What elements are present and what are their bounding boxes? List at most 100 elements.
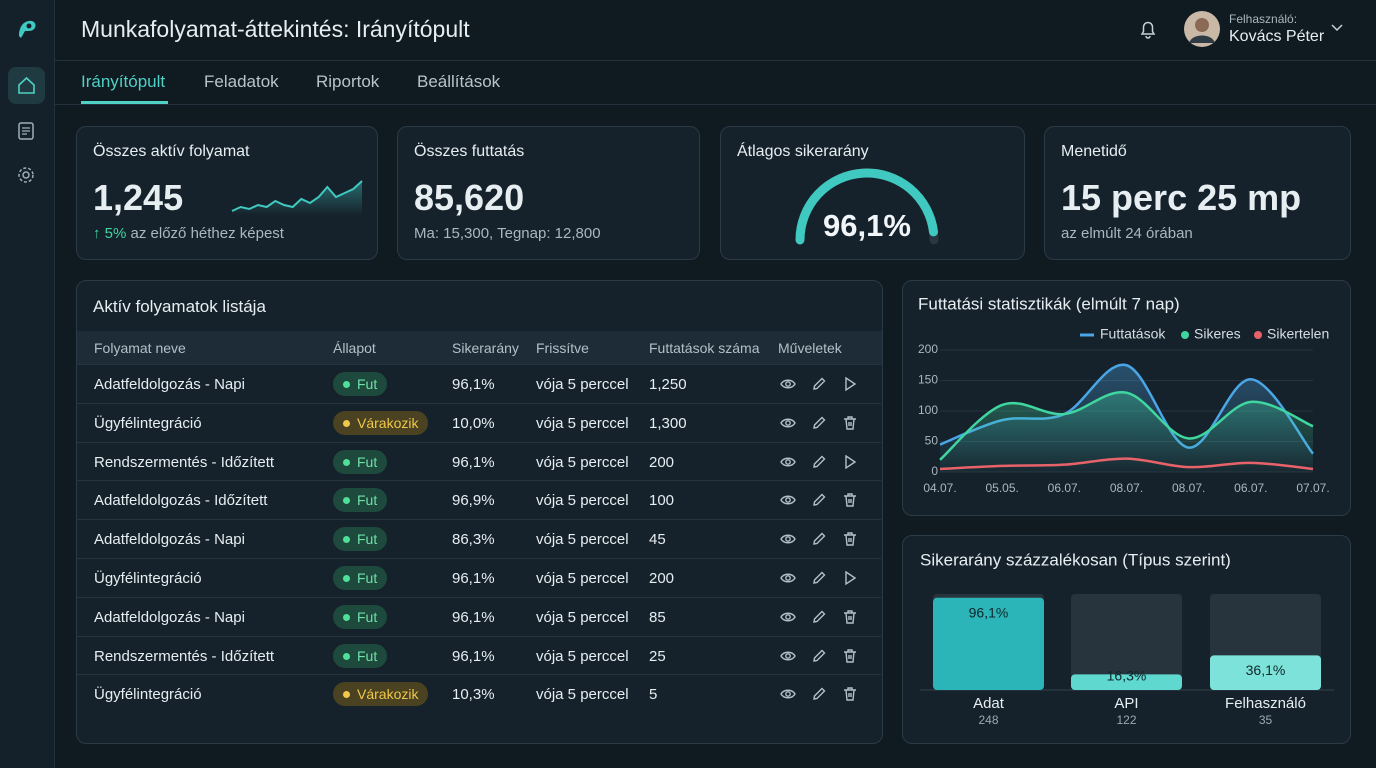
table-row: Ügyfélintegráció Fut 96,1% vója 5 perccel 20… xyxy=(77,558,881,598)
trash-action[interactable] xyxy=(841,647,859,665)
page-title: Munkafolyamat-áttekintés: Irányítópult xyxy=(81,16,470,42)
table-title: Aktív folyamatok listája xyxy=(93,297,266,316)
kpi-card: Menetidő 15 perc 25 mp az elmúlt 24 óráb… xyxy=(1044,126,1351,260)
trash-action[interactable] xyxy=(841,530,859,548)
table-row: Ügyfélintegráció Várakozik 10,0% vója 5 per… xyxy=(77,402,881,443)
tab[interactable]: Beállítások xyxy=(417,72,501,91)
kpi-title: Összes futtatás xyxy=(414,143,525,160)
user-name[interactable]: Kovács Péter xyxy=(1229,28,1325,45)
play-action[interactable] xyxy=(841,375,859,393)
updated: vója 5 perccel xyxy=(536,492,629,510)
trash-action[interactable] xyxy=(841,491,859,509)
process-name: Adatfeldolgozás - Napi xyxy=(94,531,245,549)
x-tick-label: 06.07. xyxy=(1234,481,1267,495)
y-tick-label: 100 xyxy=(918,403,938,417)
eye-action[interactable] xyxy=(779,414,797,432)
column-header: Futtatások száma xyxy=(649,340,760,356)
kpi-card: Összes futtatás 85,620 Ma: 15,300, Tegna… xyxy=(397,126,700,260)
legend-label: Sikeres xyxy=(1194,326,1241,342)
trash-action[interactable] xyxy=(841,414,859,432)
status-badge: Fut xyxy=(333,449,388,474)
kpi-value: 1,245 xyxy=(93,177,184,218)
success-rate: 96,1% xyxy=(452,570,495,587)
y-tick-label: 0 xyxy=(931,464,938,478)
trash-action[interactable] xyxy=(841,608,859,626)
bar xyxy=(1210,655,1321,690)
edit-action[interactable] xyxy=(810,453,828,471)
count-label: 122 xyxy=(1116,713,1136,727)
column-header: Állapot xyxy=(333,340,376,356)
edit-action[interactable] xyxy=(810,414,828,432)
tab[interactable]: Irányítópult xyxy=(81,72,166,91)
gauge-value xyxy=(795,168,938,245)
gauge-label: 96,1% xyxy=(823,208,911,243)
settings-icon[interactable] xyxy=(16,165,36,185)
x-tick-label: 06.07. xyxy=(1048,481,1081,495)
home-button[interactable] xyxy=(8,67,45,104)
kpi-title: Menetidő xyxy=(1061,143,1127,160)
logo xyxy=(19,20,36,38)
play-action[interactable] xyxy=(841,453,859,471)
status-text: Fut xyxy=(357,608,378,625)
y-tick-label: 200 xyxy=(918,342,938,356)
eye-action[interactable] xyxy=(779,530,797,548)
updated: vója 5 perccel xyxy=(536,647,629,665)
tab[interactable]: Feladatok xyxy=(204,72,279,91)
avatar[interactable] xyxy=(1184,11,1220,47)
table-row: Ügyfélintegráció Várakozik 10,3% vója 5 per… xyxy=(77,674,881,714)
bar xyxy=(1071,674,1182,690)
eye-action[interactable] xyxy=(779,491,797,509)
column-header: Sikerarány xyxy=(452,340,519,356)
column-header: Folyamat neve xyxy=(94,340,186,356)
status-badge: Fut xyxy=(333,372,388,396)
edit-action[interactable] xyxy=(810,375,828,393)
tasks-icon[interactable] xyxy=(16,121,36,141)
table-row: Rendszermentés - Időzített Fut 96,1% vója 5… xyxy=(77,441,881,482)
process-name: Ügyfélintegráció xyxy=(94,570,202,587)
edit-action[interactable] xyxy=(810,608,828,626)
success-rate: 10,3% xyxy=(452,686,495,704)
edit-action[interactable] xyxy=(810,569,828,587)
eye-action[interactable] xyxy=(779,453,797,471)
status-text: Fut xyxy=(357,376,378,392)
category-label: API xyxy=(1114,695,1138,712)
edit-action[interactable] xyxy=(810,685,828,703)
tab[interactable]: Riportok xyxy=(316,72,380,91)
status-dot xyxy=(343,419,350,427)
count-label: 248 xyxy=(978,713,998,727)
count-label: 35 xyxy=(1259,713,1273,727)
x-tick-label: 08.07. xyxy=(1172,481,1205,495)
sparkline-line xyxy=(231,180,363,212)
sidebar xyxy=(0,0,55,768)
status-dot xyxy=(343,652,350,660)
eye-action[interactable] xyxy=(779,647,797,665)
status-dot xyxy=(343,381,350,388)
success-rate: 96,1% xyxy=(452,453,495,471)
updated: vója 5 perccel xyxy=(536,686,629,704)
eye-action[interactable] xyxy=(779,569,797,587)
notification-bell[interactable] xyxy=(1137,18,1159,40)
edit-action[interactable] xyxy=(810,491,828,509)
kpi-title: Összes aktív folyamat xyxy=(93,143,250,160)
success-rate: 96,1% xyxy=(452,608,495,626)
eye-action[interactable] xyxy=(779,375,797,393)
process-name: Ügyfélintegráció xyxy=(94,414,202,432)
status-dot xyxy=(343,458,350,466)
edit-action[interactable] xyxy=(810,647,828,665)
trash-action[interactable] xyxy=(841,685,859,703)
eye-action[interactable] xyxy=(779,608,797,626)
x-tick-label: 08.07. xyxy=(1110,481,1143,495)
value-label: 36,1% xyxy=(1246,662,1286,678)
table-row: Adatfeldolgozás - Napi Fut 96,1% vója 5 per… xyxy=(77,596,881,637)
legend-label: Futtatások xyxy=(1100,326,1166,342)
process-name: Ügyfélintegráció xyxy=(94,686,202,704)
user-menu-chevron[interactable] xyxy=(1330,23,1344,33)
table-row: Rendszermentés - Időzített Fut 96,1% vója 5… xyxy=(77,635,881,676)
status-dot xyxy=(343,575,350,582)
value-label: 96,1% xyxy=(969,604,1009,620)
play-action[interactable] xyxy=(841,569,859,587)
eye-action[interactable] xyxy=(779,685,797,703)
table-header: Folyamat neve Állapot Sikerarány Frissítve F… xyxy=(77,331,882,364)
edit-action[interactable] xyxy=(810,530,828,548)
top-bar xyxy=(54,0,1376,61)
